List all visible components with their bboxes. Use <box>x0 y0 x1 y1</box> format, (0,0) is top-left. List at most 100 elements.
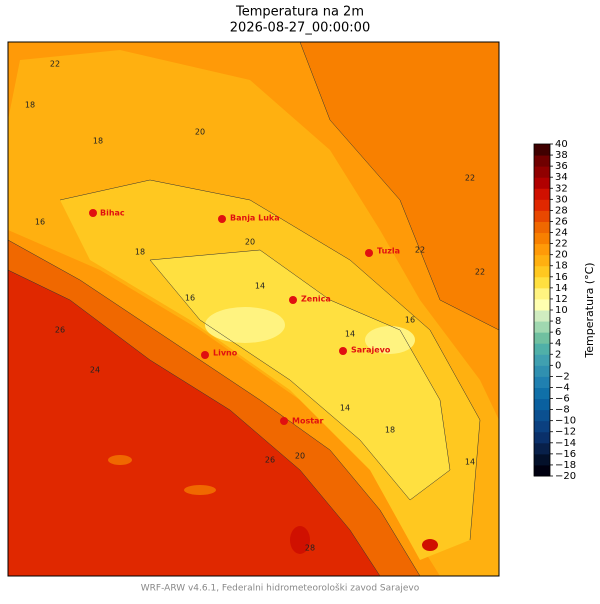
colorbar: −20−18−16−14−12−10−8−6−4−202468101214161… <box>533 139 576 482</box>
contour-label: 20 <box>295 452 305 461</box>
colorbar-segment <box>534 210 550 222</box>
contour-label: 28 <box>305 544 315 553</box>
contour-label: 22 <box>50 60 60 69</box>
colorbar-segment <box>534 453 550 466</box>
colorbar-segment <box>534 276 550 289</box>
contour-label: 14 <box>255 282 265 291</box>
colorbar-tick-label: −18 <box>555 460 576 471</box>
colorbar-segment <box>534 177 550 189</box>
colorbar-segment <box>534 254 550 267</box>
colorbar-tick-label: −4 <box>555 382 570 393</box>
contour-label: 16 <box>35 218 45 227</box>
colorbar-tick-label: 14 <box>555 283 568 294</box>
city-label: Sarajevo <box>351 346 391 355</box>
contour-label: 22 <box>415 246 425 255</box>
colorbar-segment <box>534 409 550 422</box>
colorbar-segment <box>534 442 550 455</box>
colorbar-tick-label: 8 <box>555 316 561 327</box>
colorbar-tick-label: 18 <box>555 261 568 272</box>
city-marker <box>201 351 209 359</box>
contour-label: 18 <box>385 426 395 435</box>
colorbar-tick-label: −16 <box>555 449 576 460</box>
city-label: Zenica <box>301 295 331 304</box>
colorbar-segment <box>534 310 550 322</box>
colorbar-segment <box>534 199 550 211</box>
temperature-field <box>8 42 499 576</box>
colorbar-segment <box>534 332 550 344</box>
colorbar-tick-label: 38 <box>555 150 568 161</box>
colorbar-tick-label: 20 <box>555 250 568 261</box>
colorbar-segment <box>534 321 550 333</box>
cities: Bihac Banja Luka Tuzla Zenica Livno Sara… <box>89 209 400 426</box>
colorbar-tick-label: 0 <box>555 360 561 371</box>
colorbar-tick-label: 4 <box>555 338 561 349</box>
city-label: Banja Luka <box>230 214 280 223</box>
colorbar-segment <box>534 387 550 400</box>
colorbar-tick-label: 6 <box>555 327 561 338</box>
colorbar-segment <box>534 155 550 167</box>
contour-label: 18 <box>135 248 145 257</box>
city-label: Livno <box>213 349 238 358</box>
contour-label: 16 <box>185 294 195 303</box>
colorbar-segment <box>534 188 550 200</box>
colorbar-tick-label: 16 <box>555 272 568 283</box>
contour-label: 14 <box>465 458 475 467</box>
city-marker <box>289 296 297 304</box>
contour-label: 26 <box>265 456 275 465</box>
colorbar-tick-label: −8 <box>555 405 570 416</box>
contour-label: 22 <box>465 174 475 183</box>
colorbar-tick-label: 2 <box>555 349 561 360</box>
city-marker <box>365 249 373 257</box>
city-marker <box>280 417 288 425</box>
colorbar-tick-label: −12 <box>555 427 576 438</box>
colorbar-label: Temperatura (°C) <box>583 262 596 358</box>
colorbar-tick-label: 12 <box>555 294 568 305</box>
colorbar-segment <box>534 343 550 355</box>
footer: WRF-ARW v4.6.1, Federalni hidrometeorolo… <box>141 583 420 594</box>
colorbar-segment <box>534 464 550 477</box>
contour-label: 24 <box>90 366 100 375</box>
colorbar-tick-label: −6 <box>555 394 570 405</box>
colorbar-segment <box>534 243 550 256</box>
title: Temperatura na 2m <box>235 5 364 20</box>
colorbar-segment <box>534 354 550 366</box>
colorbar-tick-label: −14 <box>555 438 576 449</box>
colorbar-tick-label: −10 <box>555 416 576 427</box>
city-label: Bihac <box>100 209 125 218</box>
colorbar-tick-label: 32 <box>555 183 568 194</box>
colorbar-tick-label: −2 <box>555 371 570 382</box>
contour-label: 26 <box>55 326 65 335</box>
map-frame <box>7 41 500 577</box>
contour-label: 16 <box>405 316 415 325</box>
contour-label: 20 <box>245 238 255 247</box>
colorbar-tick-label: 36 <box>555 161 568 172</box>
colorbar-tick-label: 22 <box>555 239 568 250</box>
city-label: Mostar <box>292 417 323 426</box>
colorbar-segment <box>534 365 550 377</box>
city-marker <box>218 215 226 223</box>
colorbar-tick-label: 40 <box>555 139 568 150</box>
contour-label: 14 <box>340 404 350 413</box>
colorbar-segment <box>534 221 550 234</box>
colorbar-tick-label: 26 <box>555 216 568 227</box>
contour-label: 14 <box>345 330 355 339</box>
contour-label: 18 <box>93 137 103 146</box>
colorbar-segment <box>534 265 550 278</box>
colorbar-tick-label: 24 <box>555 228 568 239</box>
colorbar-segment <box>534 431 550 444</box>
colorbar-segment <box>534 298 550 311</box>
colorbar-tick-label: 28 <box>555 205 568 216</box>
colorbar-tick-label: −20 <box>555 471 576 482</box>
colorbar-segment <box>534 144 550 156</box>
colorbar-segment <box>534 166 550 178</box>
contour-labels: 22 18 20 18 22 16 18 20 22 16 14 14 16 1… <box>25 60 485 553</box>
contour-label: 20 <box>195 128 205 137</box>
colorbar-segment <box>534 232 550 245</box>
city-marker <box>339 347 347 355</box>
subtitle: 2026-08-27_00:00:00 <box>230 21 370 36</box>
contour-label: 22 <box>475 268 485 277</box>
colorbar-segment <box>534 420 550 433</box>
colorbar-segment <box>534 376 550 388</box>
city-label: Tuzla <box>377 247 400 256</box>
